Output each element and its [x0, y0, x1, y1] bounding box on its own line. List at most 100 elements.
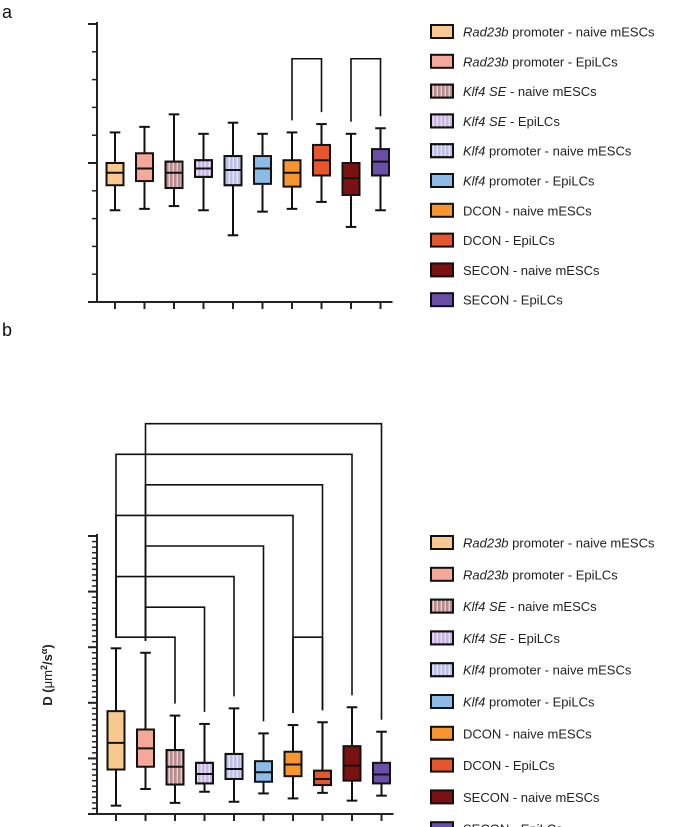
legend-swatch-6 [430, 173, 454, 188]
box-10 [372, 761, 391, 785]
significance-bracket [291, 57, 323, 121]
legend-label-4: Klf4 SE - EpiLCs [463, 114, 560, 129]
legend-swatch-stripe [430, 113, 454, 129]
legend-swatch-2 [430, 566, 454, 582]
legend-label-1: Rad23b promoter - naive mESCs [463, 536, 655, 551]
legend-label-text: promoter - naive mESCs [485, 663, 631, 678]
legend-label-text: DCON - naive mESCs [463, 203, 592, 218]
panel-label-a: a [2, 2, 13, 22]
y-axis-label-part: ) [40, 644, 55, 648]
legend-swatch-6 [430, 694, 454, 709]
legend-label-2: Rad23b promoter - EpiLCs [463, 54, 618, 69]
legend-label-5: Klf4 promoter - naive mESCs [463, 144, 632, 159]
legend-label-10: SECON - EpiLCs [463, 293, 563, 308]
box-stripe [164, 160, 184, 190]
legend-label-text: promoter - EpiLCs [509, 567, 619, 582]
box-1 [105, 162, 125, 187]
legend-swatch-stripe [430, 83, 454, 99]
legend-swatch-8 [430, 757, 454, 773]
legend-label-9: SECON - naive mESCs [463, 263, 600, 278]
legend-swatch-stripe [430, 630, 454, 646]
box-9 [342, 745, 362, 782]
legend-swatch-9 [430, 789, 454, 805]
legend-label-text: - EpiLCs [506, 114, 560, 129]
legend-label-text: - naive mESCs [506, 84, 597, 99]
legend-label-4: Klf4 SE - EpiLCs [463, 631, 560, 646]
legend-label-text: - naive mESCs [506, 599, 597, 614]
legend-swatch-2 [430, 53, 454, 69]
legend-label-1: Rad23b promoter - naive mESCs [463, 25, 655, 40]
y-axis-label-part: μm [40, 670, 55, 688]
legend-swatch-1 [430, 24, 454, 39]
legend-swatch-10 [430, 821, 454, 827]
chart-panel-a [88, 22, 393, 309]
significance-bracket [292, 636, 324, 714]
legend-label-7: DCON - naive mESCs [463, 726, 592, 741]
legend-swatch-stripe [430, 143, 454, 159]
box-8 [313, 769, 332, 787]
legend-label-text: SECON - naive mESCs [463, 263, 600, 278]
legend-swatch-10 [430, 292, 454, 308]
legend-swatch-stripe [430, 598, 454, 614]
legend-label-8: DCON - EpiLCs [463, 758, 555, 773]
legend-label-8: DCON - EpiLCs [463, 233, 555, 248]
legend-label-italic: Klf4 SE [463, 84, 507, 99]
legend-label-text: promoter - EpiLCs [485, 695, 595, 710]
legend-label-italic: Klf4 [463, 663, 485, 678]
y-axis-label-part: /s [40, 654, 55, 665]
legend-label-text: SECON - EpiLCs [463, 293, 563, 308]
legend-label-italic: Rad23b [463, 567, 509, 582]
legend-label-text: promoter - EpiLCs [509, 54, 619, 69]
legend-swatch-7 [430, 202, 454, 218]
legend-label-text: promoter - naive mESCs [485, 144, 631, 159]
box-stripe [224, 752, 244, 780]
legend-label-text: promoter - naive mESCs [509, 536, 655, 551]
legend-label-6: Klf4 promoter - EpiLCs [463, 174, 595, 189]
y-axis-label-part: 2 [39, 665, 49, 670]
legend-label-5: Klf4 promoter - naive mESCs [463, 663, 632, 678]
legend-label-italic: Klf4 [463, 695, 485, 710]
legend-label-italic: Klf4 [463, 144, 485, 159]
legend-swatch-7 [430, 725, 454, 741]
legend-label-italic: Klf4 SE [463, 114, 507, 129]
box-1 [106, 710, 126, 771]
legend-label-6: Klf4 promoter - EpiLCs [463, 695, 595, 710]
y-axis-label-part: α [39, 648, 49, 654]
legend-label-italic: Klf4 SE [463, 599, 507, 614]
legend-label-text: DCON - naive mESCs [463, 726, 592, 741]
legend-label-2: Rad23b promoter - EpiLCs [463, 567, 618, 582]
legend-label-text: promoter - naive mESCs [509, 25, 655, 40]
significance-bracket [350, 57, 382, 122]
legend-label-10: SECON - EpiLCs [463, 822, 563, 827]
legend-label-italic: Rad23b [463, 536, 509, 551]
legend-label-9: SECON - naive mESCs [463, 790, 600, 805]
legend-label-text: DCON - EpiLCs [463, 758, 555, 773]
legend-swatch-8 [430, 232, 454, 248]
legend-label-3: Klf4 SE - naive mESCs [463, 599, 597, 614]
legend-label-text: - EpiLCs [506, 631, 560, 646]
legend-swatch-9 [430, 262, 454, 278]
y-axis-label-part: D ( [40, 688, 55, 706]
legend-label-italic: Rad23b [463, 54, 509, 69]
legend-label-italic: Rad23b [463, 25, 509, 40]
legend-swatch-1 [430, 535, 454, 550]
legend-label-3: Klf4 SE - naive mESCs [463, 84, 597, 99]
legend-swatch-stripe [430, 662, 454, 678]
legend-label-text: promoter - EpiLCs [485, 174, 595, 189]
y-axis-label: D (μm2/sα) [39, 644, 55, 705]
legend-label-text: SECON - EpiLCs [463, 822, 563, 827]
legend-label-text: DCON - EpiLCs [463, 233, 555, 248]
panel-label-b: b [2, 320, 12, 340]
legend-label-italic: Klf4 SE [463, 631, 507, 646]
legend-label-text: SECON - naive mESCs [463, 790, 600, 805]
chart-panel-b: D (μm2/sα) [39, 422, 394, 821]
significance-bracket [144, 422, 383, 720]
significance-bracket [115, 453, 353, 696]
legend-label-7: DCON - naive mESCs [463, 203, 592, 218]
box-6 [253, 155, 272, 185]
legend-label-italic: Klf4 [463, 174, 485, 189]
box-2 [135, 152, 154, 183]
